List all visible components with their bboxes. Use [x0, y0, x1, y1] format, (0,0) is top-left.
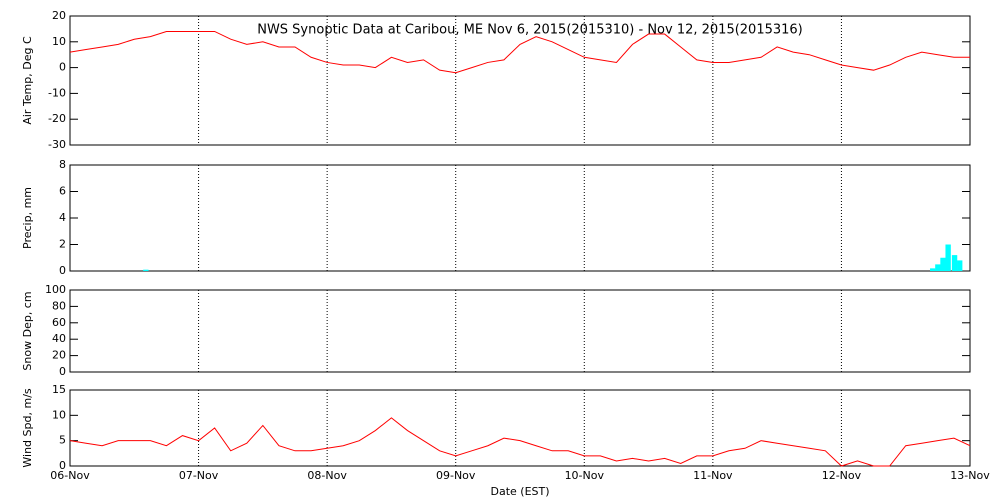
x-tick-label: 11-Nov	[693, 469, 733, 482]
y-tick-label: -10	[48, 86, 66, 99]
y-tick-label: 6	[59, 185, 66, 198]
y-axis-label: Precip, mm	[21, 187, 34, 249]
plot-frame	[69, 289, 971, 373]
bar	[143, 269, 149, 271]
y-tick-label: 80	[52, 299, 66, 312]
plot-frame	[69, 164, 971, 272]
plot-frame	[69, 389, 971, 467]
y-tick-label: 15	[52, 383, 66, 396]
y-tick-label: 60	[52, 316, 66, 329]
data-line	[69, 417, 971, 467]
y-tick-label: 8	[59, 158, 66, 171]
bar	[940, 257, 946, 271]
y-tick-label: 10	[52, 35, 66, 48]
x-tick-label: 07-Nov	[179, 469, 219, 482]
y-tick-label: 40	[52, 332, 66, 345]
y-tick-label: 100	[45, 283, 66, 296]
x-tick-label: 09-Nov	[436, 469, 476, 482]
y-tick-label: 20	[52, 9, 66, 22]
bar	[951, 255, 958, 271]
y-axis-label: Wind Spd, m/s	[21, 388, 34, 468]
y-tick-label: -20	[48, 112, 66, 125]
x-tick-label: 06-Nov	[50, 469, 90, 482]
y-tick-label: 5	[59, 434, 66, 447]
x-axis-label: Date (EST)	[490, 485, 549, 498]
data-line	[69, 30, 970, 74]
bar	[930, 268, 936, 271]
y-tick-label: 0	[59, 61, 66, 74]
y-tick-label: 0	[59, 459, 66, 472]
y-tick-label: 0	[59, 365, 66, 378]
x-tick-label: 12-Nov	[822, 469, 862, 482]
plot-frame	[69, 15, 971, 146]
x-tick-label: 08-Nov	[307, 469, 347, 482]
y-tick-label: -30	[48, 138, 66, 151]
bar	[935, 264, 941, 271]
y-axis-label: Air Temp, Deg C	[21, 36, 34, 125]
y-axis-label: Snow Dep, cm	[21, 291, 34, 370]
x-tick-label: 13-Nov	[950, 469, 990, 482]
y-tick-label: 20	[52, 349, 66, 362]
x-tick-label: 10-Nov	[565, 469, 605, 482]
y-tick-label: 2	[59, 238, 66, 251]
y-tick-label: 4	[59, 211, 66, 224]
y-tick-label: 10	[52, 408, 66, 421]
bar	[945, 244, 951, 271]
y-tick-label: 0	[59, 264, 66, 277]
chart-title: NWS Synoptic Data at Caribou, ME Nov 6, …	[257, 23, 803, 38]
bar	[957, 260, 963, 271]
